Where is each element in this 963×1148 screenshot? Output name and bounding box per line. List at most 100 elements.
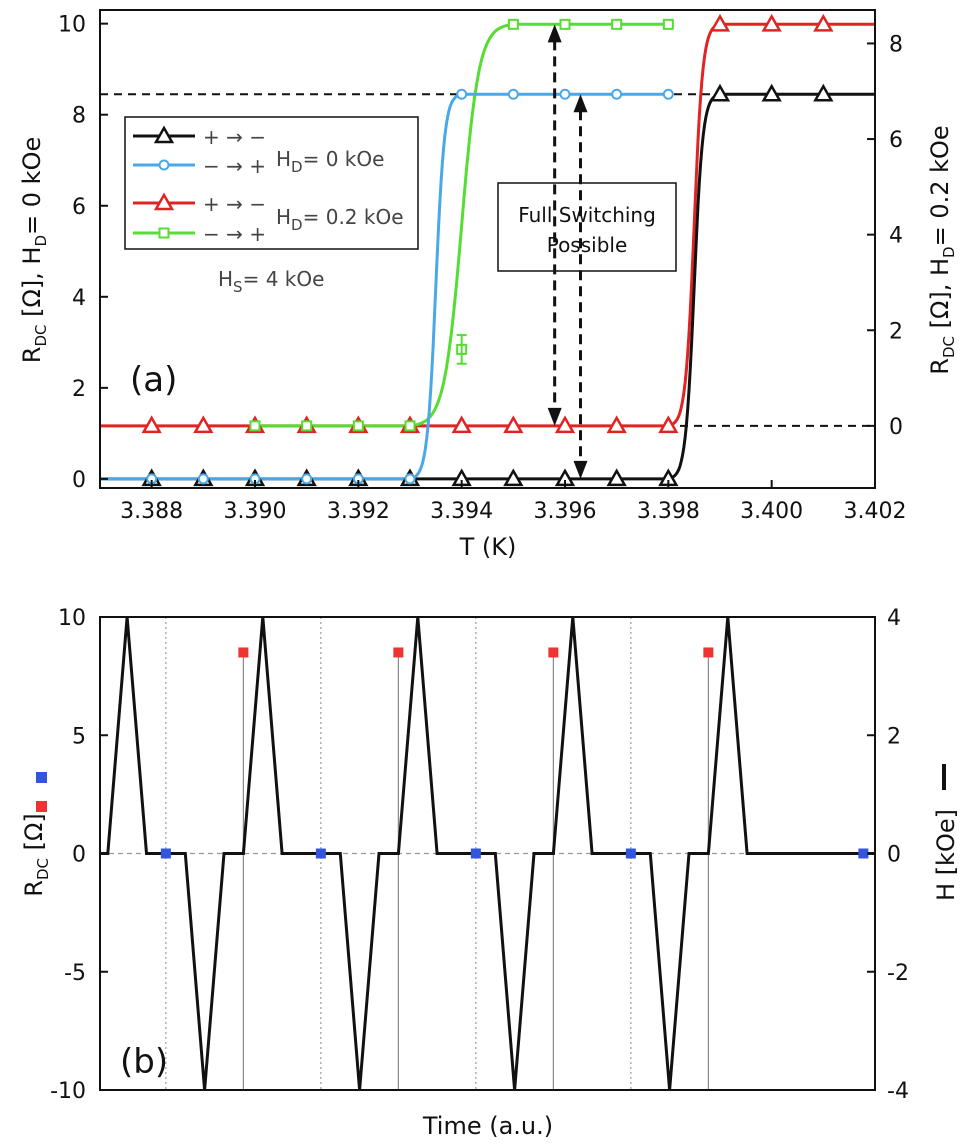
- arrow-head: [547, 407, 562, 426]
- data-point: [503, 468, 524, 487]
- annotation-box: [497, 182, 677, 272]
- y-tick-label-right: 2: [887, 724, 901, 749]
- data-point: [301, 420, 313, 432]
- resistance-point: [393, 647, 404, 658]
- data-point: [503, 415, 524, 434]
- field-line: [100, 616, 875, 1091]
- panel-a-y-axis-label-right: RDC [Ω], HD= 0.2 kOe: [926, 125, 958, 374]
- panel-b-x-axis-label: Time (a.u.): [422, 1112, 553, 1140]
- data-point: [611, 18, 623, 30]
- x-tick-label: 3.390: [224, 499, 287, 524]
- y-tick-label-right: 8: [889, 32, 903, 57]
- y-tick-label-left: 10: [58, 606, 86, 631]
- x-tick-label: 3.398: [637, 499, 700, 524]
- y-tick-label-left: 6: [72, 195, 86, 220]
- legend-label: − → +: [203, 222, 266, 246]
- key-red-square: [36, 801, 47, 812]
- resistance-point: [703, 647, 714, 658]
- data-point: [193, 415, 214, 434]
- legend-marker: [158, 159, 170, 171]
- y-tick-label-right: 2: [889, 319, 903, 344]
- y-tick-label-left: 5: [72, 724, 86, 749]
- legend-label: − → +: [203, 154, 266, 178]
- hs-note: HS= 4 kOe: [218, 267, 324, 296]
- resistance-point: [625, 848, 636, 859]
- y-tick-label-right: 0: [889, 415, 903, 440]
- data-point: [456, 88, 468, 100]
- x-tick-label: 3.392: [327, 499, 390, 524]
- y-tick-label-right: -2: [887, 961, 909, 986]
- data-point: [141, 415, 162, 434]
- panel-a: 3.388 3.390 3.392 3.394 3.396 3.398 3.400 3.402…: [18, 9, 958, 561]
- legend-group-label-hd02: HD= 0.2 kOe: [276, 205, 404, 234]
- data-point: [813, 13, 834, 32]
- legend-group-label-hd0: HD= 0 kOe: [276, 147, 384, 176]
- legend-label: + → −: [203, 192, 266, 216]
- y-tick-label-right: 4: [889, 224, 903, 249]
- panel-a-label: (a): [130, 360, 177, 400]
- resistance-point: [238, 647, 249, 658]
- series-line-3: [255, 22, 669, 428]
- panel-b: -10 -5 0 5 10 -4 -2 0 2 4 (b) Time (a.u.) RDC [Ω]…: [20, 606, 960, 1140]
- data-point: [507, 18, 519, 30]
- resistance-point: [160, 848, 171, 859]
- y-tick-label-left: -10: [50, 1079, 86, 1104]
- panel-b-marker-key: [36, 772, 47, 812]
- data-point: [662, 88, 674, 100]
- data-point: [352, 420, 364, 432]
- y-tick-label-left: 2: [72, 377, 86, 402]
- data-point: [249, 420, 261, 432]
- legend-marker: [153, 192, 175, 211]
- arrow-head: [547, 24, 562, 43]
- panel-a-y-axis-label-left: RDC [Ω], HD= 0 kOe: [18, 137, 50, 363]
- x-tick-label: 3.396: [534, 499, 597, 524]
- data-point: [658, 415, 679, 434]
- panel-b-y-axis-label-right: H [kOe]: [932, 809, 960, 901]
- x-tick-label: 3.394: [430, 499, 493, 524]
- legend-marker: [158, 227, 170, 239]
- annotation-line-2: Possible: [547, 233, 628, 257]
- data-point: [813, 83, 834, 102]
- data-point: [404, 473, 416, 485]
- legend-marker: [153, 125, 175, 144]
- resistance-point: [315, 848, 326, 859]
- legend-box: [124, 116, 419, 250]
- data-point: [662, 18, 674, 30]
- data-point: [554, 415, 576, 434]
- panel-b-y-axis-label-left: RDC [Ω]: [20, 813, 52, 896]
- panel-a-frame: [99, 9, 876, 489]
- data-point: [507, 88, 519, 100]
- y-tick-label-right: 6: [889, 128, 903, 153]
- y-tick-label-left: 8: [72, 104, 86, 129]
- annotation-line-1: Full Switching: [518, 203, 656, 227]
- data-point: [606, 468, 627, 487]
- legend-label: + → −: [203, 125, 266, 149]
- arrow-head: [573, 94, 588, 113]
- y-tick-label-left: 0: [72, 843, 86, 868]
- data-point: [709, 13, 731, 32]
- data-point: [404, 420, 416, 432]
- x-tick-label: 3.400: [740, 499, 803, 524]
- key-blue-square: [36, 772, 47, 783]
- resistance-point: [858, 848, 869, 859]
- full-switching-annotation: Full Switching Possible: [497, 182, 677, 272]
- data-point: [611, 88, 623, 100]
- legend: + → − − → + + → − − → + HD= 0 kOe HD= 0.2 k…: [124, 116, 419, 296]
- data-point: [197, 473, 209, 485]
- data-point: [559, 18, 571, 30]
- y-tick-label-left: 4: [72, 286, 86, 311]
- y-tick-label-left: -5: [64, 961, 86, 986]
- data-point: [301, 473, 313, 485]
- data-point: [761, 83, 782, 102]
- resistance-point: [470, 848, 481, 859]
- y-tick-label-left: 10: [58, 13, 86, 38]
- y-tick-label-left: 0: [72, 468, 86, 493]
- y-tick-label-right: 4: [887, 606, 901, 631]
- data-point: [559, 88, 571, 100]
- y-tick-label-right: -4: [887, 1079, 909, 1104]
- y-tick-label-right: 0: [887, 843, 901, 868]
- resistance-point: [548, 647, 559, 658]
- x-tick-label: 3.388: [120, 499, 183, 524]
- data-point: [761, 13, 782, 32]
